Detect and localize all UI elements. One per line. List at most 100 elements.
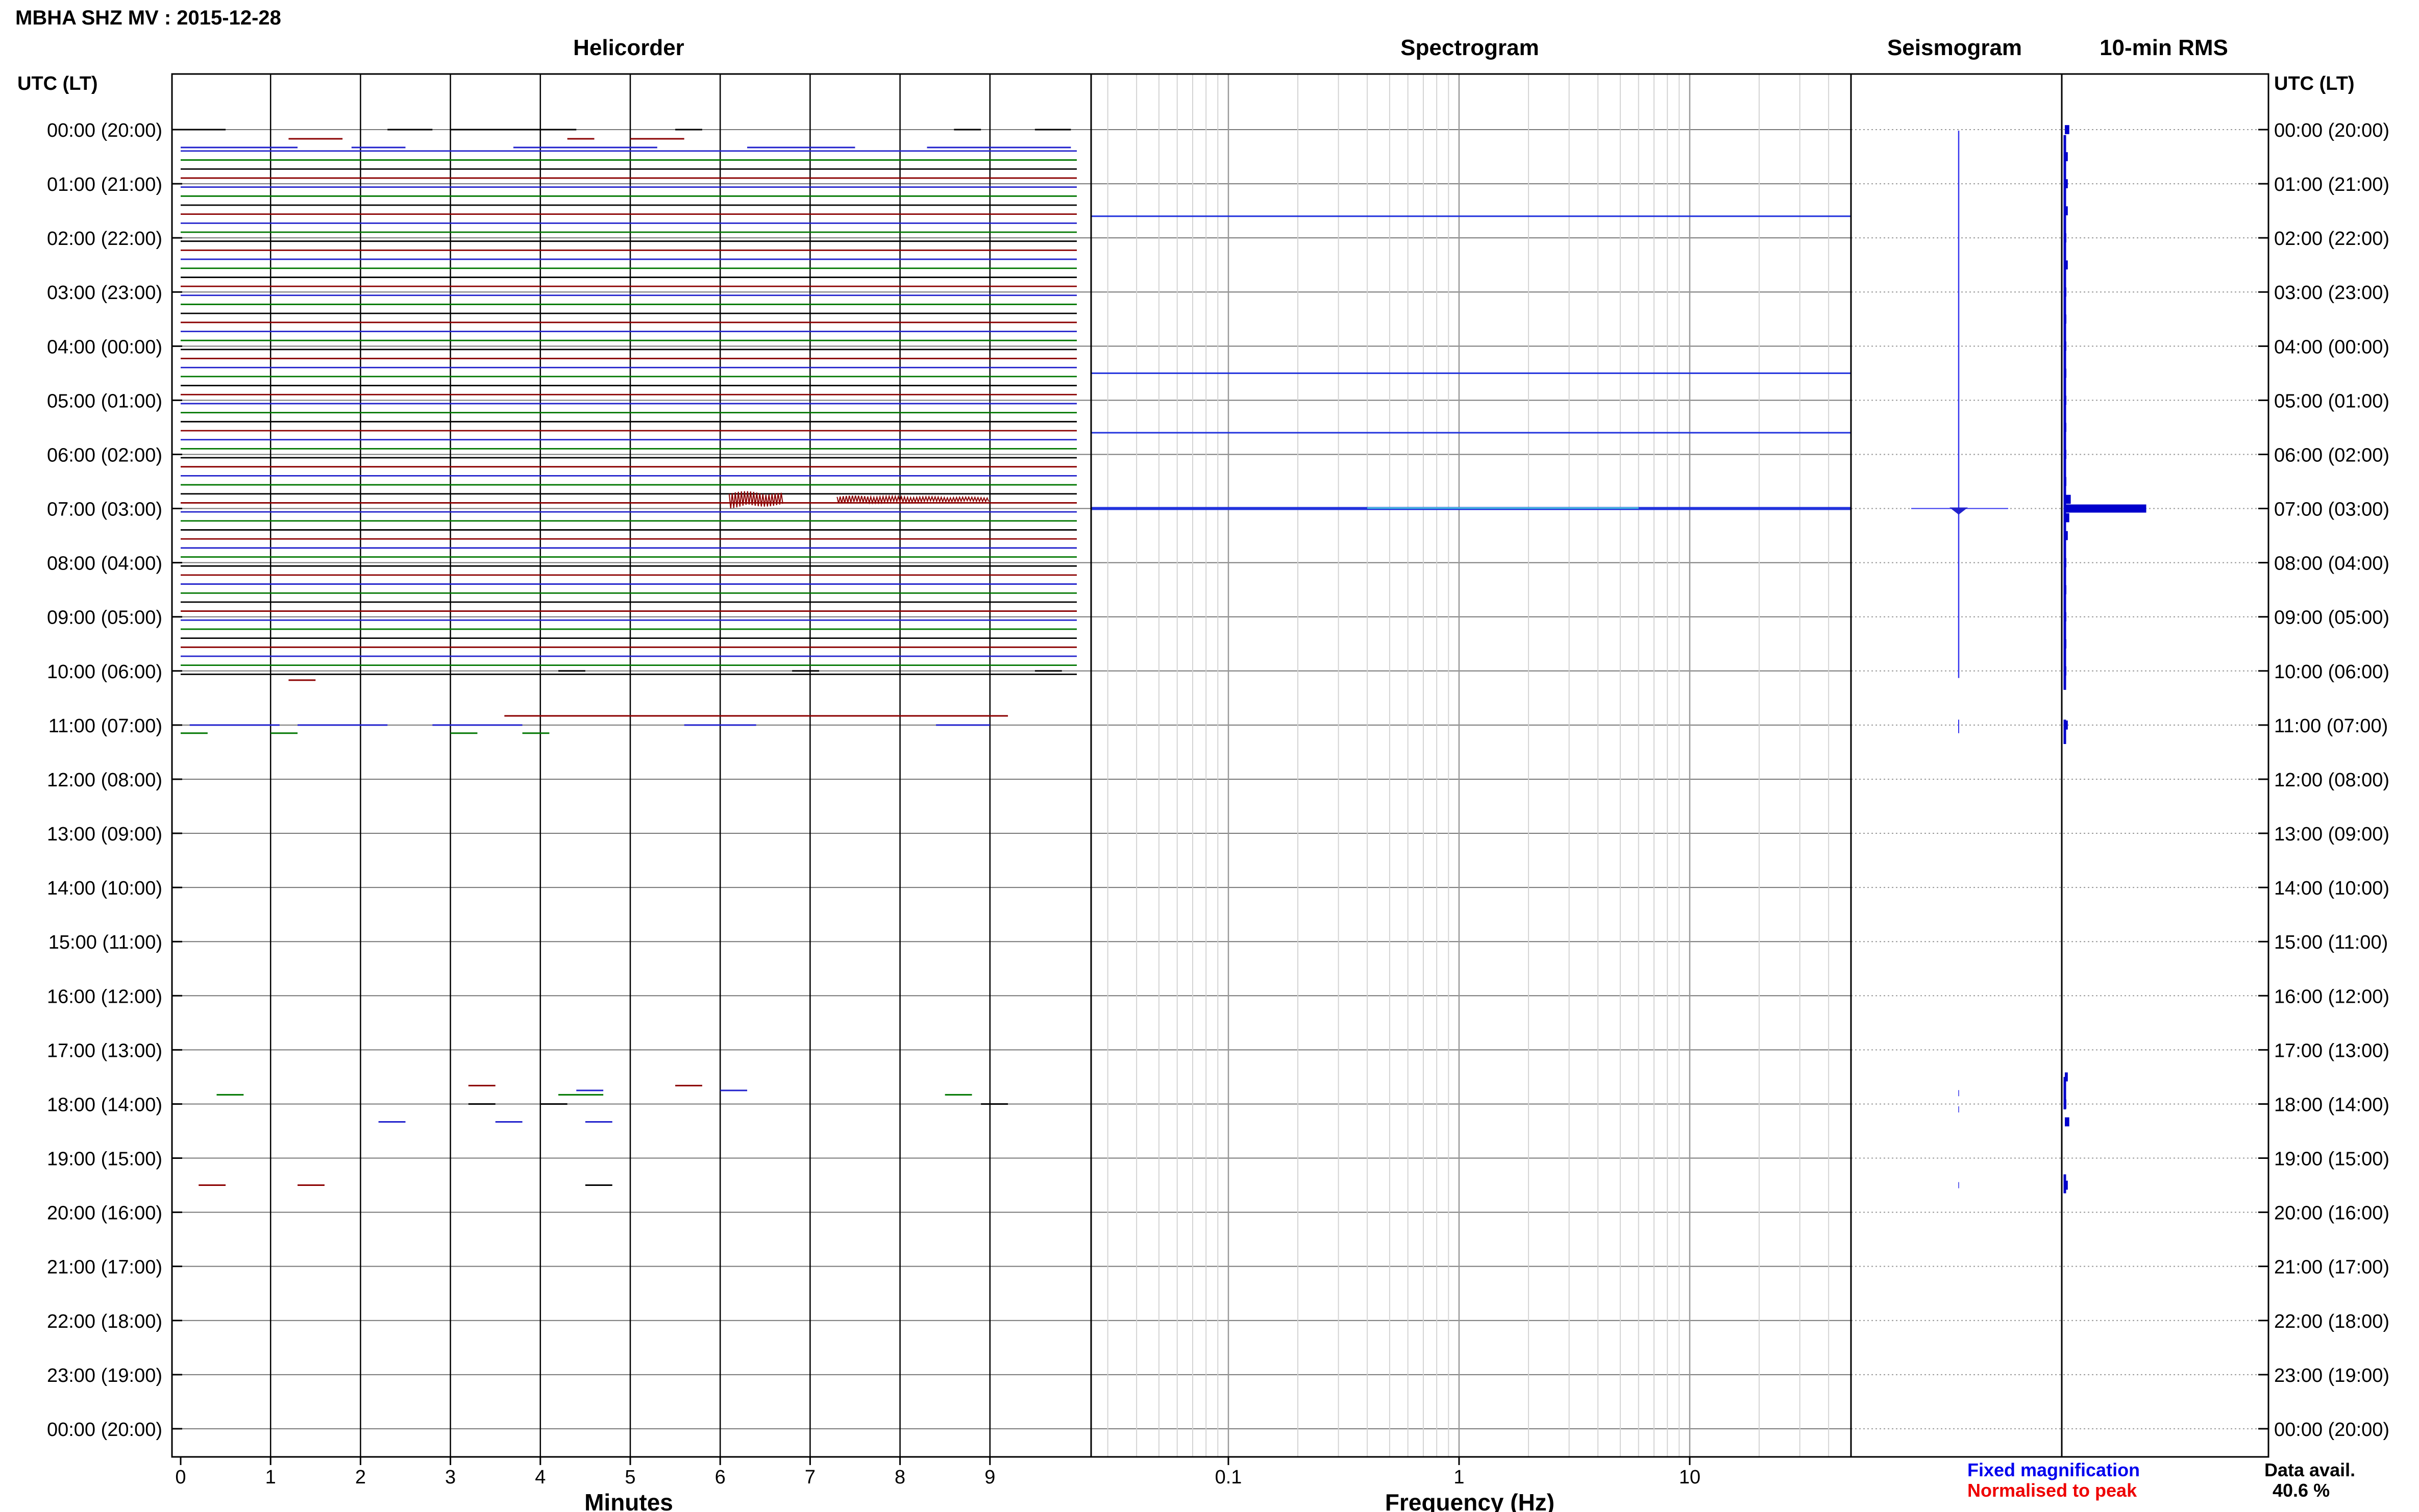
time-label-right: 03:00 (23:00) [2274, 282, 2389, 304]
rms-bar [2065, 531, 2068, 540]
spectrogram-frequency-gridlines [1107, 74, 1830, 1457]
time-label-left: 04:00 (00:00) [47, 336, 162, 358]
data-availability-label: Data avail. [2264, 1459, 2355, 1480]
rms-bar [2065, 494, 2071, 504]
time-label-right: 17:00 (13:00) [2274, 1040, 2389, 1061]
time-label-left: 12:00 (08:00) [47, 770, 162, 791]
outer-frame [171, 73, 2269, 1458]
time-label-left: 00:00 (20:00) [47, 1419, 162, 1441]
rms-bar [2065, 179, 2068, 188]
utc-lt-header-left: UTC (LT) [17, 73, 98, 94]
rms-bar [2065, 1072, 2068, 1082]
time-label-left: 16:00 (12:00) [47, 986, 162, 1007]
helicorder-event-waveform [836, 494, 990, 505]
time-label-right: 08:00 (04:00) [2274, 553, 2389, 575]
time-label-right: 07:00 (03:00) [2274, 499, 2389, 520]
time-label-left: 14:00 (10:00) [47, 878, 162, 899]
minute-tick-label: 4 [535, 1467, 546, 1488]
panel-grid [172, 74, 2268, 1457]
rms-bar [2065, 260, 2068, 270]
time-label-left: 10:00 (06:00) [47, 661, 162, 683]
time-label-right: 09:00 (05:00) [2274, 607, 2389, 629]
minute-tick-label: 8 [895, 1467, 905, 1488]
time-label-right: 21:00 (17:00) [2274, 1257, 2389, 1278]
time-label-left: 17:00 (13:00) [47, 1040, 162, 1061]
time-label-left: 20:00 (16:00) [47, 1203, 162, 1224]
legend-fixed-magnification: Fixed magnification [1967, 1459, 2140, 1480]
minute-tick-label: 9 [984, 1467, 995, 1488]
minute-tick-label: 5 [625, 1467, 635, 1488]
time-label-left: 19:00 (15:00) [47, 1149, 162, 1170]
seismogram-event-peak [1949, 507, 1968, 515]
rms-bar [2065, 1180, 2068, 1190]
time-label-right: 22:00 (18:00) [2274, 1311, 2389, 1332]
frequency-tick-label: 0.1 [1215, 1467, 1242, 1488]
minute-tick-label: 6 [715, 1467, 726, 1488]
spectrogram-title: Spectrogram [1400, 35, 1539, 60]
time-label-left: 01:00 (21:00) [47, 174, 162, 195]
x-axis-ticks: 0 1 2 3 4 5 6 7 8 9 0.1 1 10 [175, 1457, 1700, 1488]
time-label-right: 23:00 (19:00) [2274, 1365, 2389, 1386]
time-label-right: 01:00 (21:00) [2274, 174, 2389, 195]
time-label-left: 09:00 (05:00) [47, 607, 162, 629]
spectrogram-bands [1091, 215, 1851, 510]
time-label-left: 21:00 (17:00) [47, 1257, 162, 1278]
rms-bars [2063, 125, 2146, 1194]
legend-normalised-to-peak: Normalised to peak [1967, 1480, 2137, 1501]
time-label-right: 19:00 (15:00) [2274, 1149, 2389, 1170]
time-label-right: 11:00 (07:00) [2274, 715, 2388, 737]
minutes-axis-label: Minutes [584, 1489, 673, 1512]
time-label-left: 07:00 (03:00) [47, 499, 162, 520]
time-label-right: 18:00 (14:00) [2274, 1094, 2389, 1116]
rms-bar [2065, 206, 2068, 215]
time-label-right: 14:00 (10:00) [2274, 878, 2389, 899]
time-label-left: 15:00 (11:00) [48, 932, 162, 953]
minute-tick-label: 7 [805, 1467, 816, 1488]
time-label-right: 05:00 (01:00) [2274, 390, 2389, 412]
rms-bar [2065, 125, 2069, 134]
time-label-right: 06:00 (02:00) [2274, 444, 2389, 466]
time-label-right: 00:00 (20:00) [2274, 120, 2389, 141]
time-label-right: 02:00 (22:00) [2274, 228, 2389, 250]
seismogram-trace [1911, 131, 2008, 1188]
time-label-left: 11:00 (07:00) [48, 715, 162, 737]
time-label-right: 16:00 (12:00) [2274, 986, 2389, 1007]
time-label-left: 13:00 (09:00) [47, 824, 162, 845]
helicorder-event-waveform [728, 491, 783, 509]
time-label-right: 20:00 (16:00) [2274, 1203, 2389, 1224]
frequency-tick-label: 1 [1453, 1467, 1464, 1488]
time-label-right: 04:00 (00:00) [2274, 336, 2389, 358]
minute-tick-label: 1 [265, 1467, 276, 1488]
time-label-right: 13:00 (09:00) [2274, 824, 2389, 845]
rms-bar [2065, 1117, 2069, 1127]
time-label-right: 12:00 (08:00) [2274, 770, 2389, 791]
frequency-axis-label: Frequency (Hz) [1385, 1489, 1554, 1512]
time-label-left: 03:00 (23:00) [47, 282, 162, 304]
rms-bar [2065, 504, 2146, 513]
time-label-right: 10:00 (06:00) [2274, 661, 2389, 683]
helicorder-title: Helicorder [573, 35, 684, 60]
time-axis-labels: 00:00 (20:00) 00:00 (20:00) 01:00 (21:00) 0… [47, 120, 2389, 1441]
time-label-left: 05:00 (01:00) [47, 390, 162, 412]
time-label-left: 22:00 (18:00) [47, 1311, 162, 1332]
minute-tick-label: 0 [175, 1467, 186, 1488]
time-label-left: 18:00 (14:00) [47, 1094, 162, 1116]
rms-title: 10-min RMS [2100, 35, 2228, 60]
data-availability-value: 40.6 % [2273, 1480, 2330, 1501]
time-label-right: 00:00 (20:00) [2274, 1419, 2389, 1441]
panel-frames [171, 73, 2269, 1458]
figure-title: MBHA SHZ MV : 2015-12-28 [15, 7, 281, 29]
time-label-left: 00:00 (20:00) [47, 120, 162, 141]
minute-tick-label: 3 [445, 1467, 456, 1488]
rms-bar [2065, 152, 2068, 161]
helicorder-traces [181, 129, 1077, 1186]
time-label-left: 23:00 (19:00) [47, 1365, 162, 1386]
utc-lt-header-right: UTC (LT) [2274, 73, 2355, 94]
minute-tick-label: 2 [355, 1467, 366, 1488]
rms-bar [2065, 721, 2068, 730]
seismogram-title: Seismogram [1887, 35, 2022, 60]
time-label-right: 15:00 (11:00) [2274, 932, 2388, 953]
time-label-left: 08:00 (04:00) [47, 553, 162, 575]
time-label-left: 02:00 (22:00) [47, 228, 162, 250]
